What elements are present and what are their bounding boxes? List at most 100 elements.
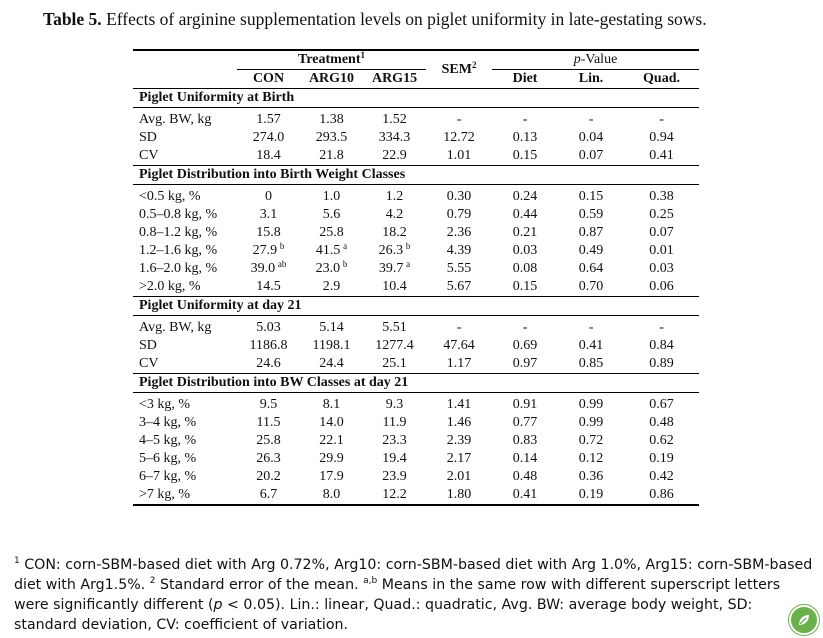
row-label: 0.8–1.2 kg, % (139, 225, 218, 240)
table-cell: 2.9 (300, 278, 363, 297)
row-label: 1.6–2.0 kg, % (139, 261, 218, 276)
table-cell: 0.64 (558, 260, 624, 278)
table-title: Effects of arginine supplementation leve… (101, 9, 707, 29)
table-cell: 9.5 (237, 393, 300, 415)
data-table: Treatment1 SEM2 p-Value CON ARG10 ARG15 … (133, 49, 700, 506)
table-cell: 23.0 b (300, 260, 363, 278)
cell-value: 8.1 (322, 397, 341, 412)
table-cell: 0.38 (624, 185, 699, 207)
table-cell: 9.3 (363, 393, 426, 415)
cell-value: 0.30 (446, 189, 472, 204)
row-label: <0.5 kg, % (139, 189, 201, 204)
row-label: >7 kg, % (133, 486, 237, 506)
table-cell: 0.24 (492, 185, 558, 207)
cell-superscript: ab (277, 259, 287, 269)
table-cell: 0.69 (492, 337, 558, 355)
cell-value: 0.64 (578, 261, 604, 276)
table-cell: 0.21 (492, 224, 558, 242)
cell-value: 25.8 (256, 433, 281, 448)
cell-value: 0.15 (512, 279, 538, 294)
table-cell: 0.99 (558, 393, 624, 415)
cell-value: 3.1 (259, 207, 278, 222)
leaf-badge-icon (789, 605, 819, 635)
row-label: 6–7 kg, % (139, 469, 197, 484)
cell-value: 25.8 (319, 225, 344, 240)
table-cell: 26.3 b (363, 242, 426, 260)
cell-value: 22.9 (382, 148, 407, 163)
table-cell: 1.52 (363, 108, 426, 130)
row-label: Avg. BW, kg (139, 112, 212, 127)
cell-value: 0.79 (446, 207, 472, 222)
cell-value: 0.87 (578, 225, 604, 240)
table-cell: 1.0 (300, 185, 363, 207)
table-cell: 6.7 (237, 486, 300, 506)
table-row: 6–7 kg, % 20.2 17.9 23.9 2.01 0.48 0.36 0.42 (133, 468, 699, 486)
table-cell: 22.1 (300, 432, 363, 450)
table-cell: 334.3 (363, 129, 426, 147)
cell-value: 26.3 (378, 243, 404, 258)
cell-value: 0.41 (512, 487, 538, 502)
cell-value: 0.44 (512, 207, 538, 222)
section-header-row: Piglet Uniformity at day 21 (133, 296, 700, 316)
table-cell: 0.03 (492, 242, 558, 260)
cell-value: 11.9 (382, 415, 407, 430)
cell-superscript: b (405, 241, 411, 251)
cell-value: 20.2 (256, 469, 281, 484)
cell-value: 0.06 (649, 279, 674, 294)
cell-value: 0.21 (512, 225, 538, 240)
table-cell: 11.9 (363, 414, 426, 432)
cell-value: 0.89 (649, 356, 674, 371)
row-label: 3–4 kg, % (139, 415, 197, 430)
cell-value: 47.64 (443, 338, 475, 353)
cell-value: 0.86 (649, 487, 674, 502)
cell-value: 39.7 (378, 261, 404, 276)
table-cell: 5.03 (237, 316, 300, 338)
table-cell: - (426, 108, 492, 130)
section-title: Piglet Uniformity at day 21 (133, 296, 700, 316)
table-cell: 0.97 (492, 355, 559, 374)
table-cell: 20.2 (237, 468, 300, 486)
cell-value: 0.77 (512, 415, 538, 430)
cell-value: 0.41 (578, 338, 604, 353)
table-row: 4–5 kg, % 25.8 22.1 23.3 2.39 0.83 0.72 0.62 (133, 432, 699, 450)
section-title: Piglet Distribution into BW Classes at d… (133, 373, 700, 393)
cell-value: 5.67 (446, 279, 472, 294)
cell-value: - (659, 320, 664, 335)
cell-value: 0.99 (578, 415, 604, 430)
cell-value: 0.99 (578, 397, 604, 412)
cell-value: 1.41 (446, 397, 472, 412)
table-cell: 0.04 (558, 129, 624, 147)
table-cell: 0.49 (558, 242, 624, 260)
table-cell: 0.15 (492, 278, 559, 297)
table-cell: 0.86 (624, 486, 700, 506)
table-cell: 0.08 (492, 260, 558, 278)
table-label: Table 5. (43, 9, 102, 29)
table-cell: 25.8 (300, 224, 363, 242)
table-cell: 0.19 (558, 486, 625, 506)
table-cell: 1.01 (426, 147, 493, 166)
table-cell: 0.07 (558, 147, 625, 166)
table-cell: 0.01 (624, 242, 699, 260)
table-row: SD 1186.8 1198.1 1277.4 47.64 0.69 0.41 0.84 (133, 337, 699, 355)
table-cell: 26.3 (237, 450, 300, 468)
table-cell: 8.0 (300, 486, 363, 506)
table-cell: 11.5 (237, 414, 300, 432)
cell-value: - (659, 112, 664, 127)
table-caption: Table 5. Effects of arginine supplementa… (43, 8, 813, 30)
section-title: Piglet Uniformity at Birth (133, 88, 700, 108)
table-cell: 12.2 (363, 486, 427, 506)
table-cell: 0.67 (624, 393, 699, 415)
table-cell: 39.7 a (363, 260, 426, 278)
table-row: CV 24.6 24.4 25.1 1.17 0.97 0.85 0.89 (133, 355, 700, 374)
cell-value: 27.9 (252, 243, 278, 258)
cell-value: 0.72 (578, 433, 604, 448)
cell-value: 0.94 (649, 130, 674, 145)
cell-value: 29.9 (319, 451, 344, 466)
row-label: 0.5–0.8 kg, % (139, 207, 218, 222)
cell-value: 0.07 (649, 225, 674, 240)
table-cell: 14.5 (237, 278, 300, 297)
table-cell: 0.77 (492, 414, 558, 432)
table-row: <3 kg, % 9.5 8.1 9.3 1.41 0.91 0.99 0.67 (133, 393, 699, 415)
table-cell: 0.59 (558, 206, 624, 224)
cell-value: 0.48 (512, 469, 538, 484)
